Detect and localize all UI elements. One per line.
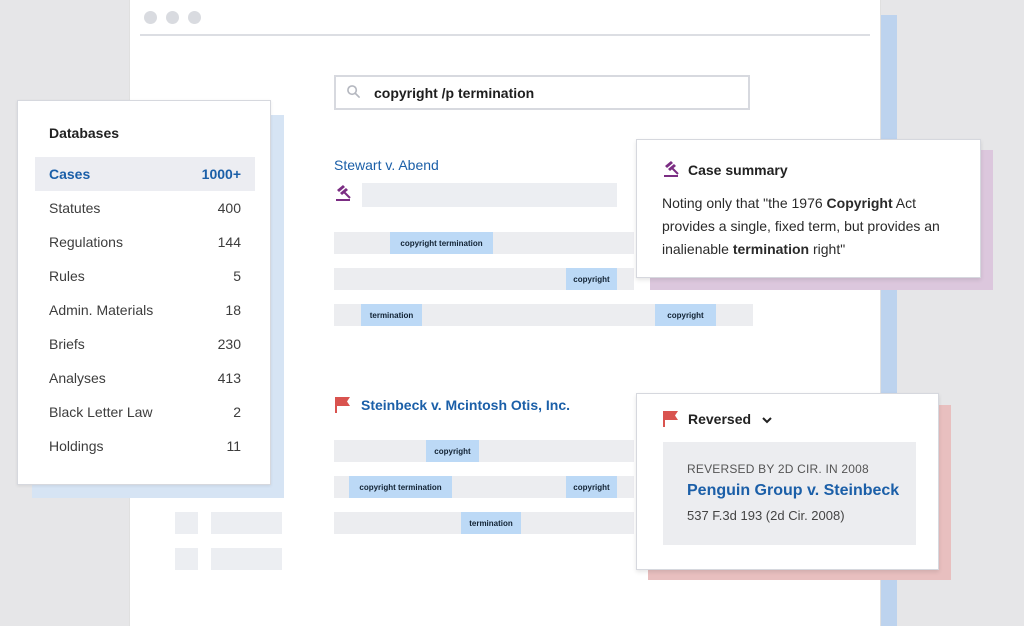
database-item-count: 2 [233, 404, 241, 420]
highlight-tag: copyright [566, 476, 617, 498]
database-item-black-letter-law[interactable]: Black Letter Law 2 [35, 395, 255, 429]
snippet-bar [334, 268, 634, 290]
reversed-popup: Reversed REVERSED BY 2D CIR. IN 2008 Pen… [636, 393, 939, 570]
result-title-stewart-v-abend[interactable]: Stewart v. Abend [334, 157, 439, 173]
result-snippet-placeholder [362, 183, 617, 207]
reversing-case-link[interactable]: Penguin Group v. Steinbeck [687, 482, 900, 499]
toolbar-divider [140, 34, 870, 36]
reversed-by-label: REVERSED BY 2D CIR. IN 2008 [687, 462, 869, 476]
case-summary-text: Noting only that "the 1976 Copyright Act… [662, 192, 967, 261]
database-item-label: Briefs [49, 336, 85, 352]
ghost-placeholder [211, 548, 282, 570]
database-item-analyses[interactable]: Analyses 413 [35, 361, 255, 395]
database-item-label: Analyses [49, 370, 106, 386]
ghost-placeholder [211, 512, 282, 534]
summary-text: Noting only that "the 1976 [662, 195, 827, 211]
reversing-case-citation: 537 F.3d 193 (2d Cir. 2008) [687, 508, 845, 523]
database-item-rules[interactable]: Rules 5 [35, 259, 255, 293]
database-item-label: Holdings [49, 438, 104, 454]
window-controls [144, 11, 201, 24]
result-title-steinbeck[interactable]: Steinbeck v. Mcintosh Otis, Inc. [361, 397, 571, 413]
window-dot-2[interactable] [166, 11, 179, 24]
highlight-tag: copyright [655, 304, 716, 326]
database-item-count: 11 [226, 438, 241, 454]
database-item-count: 1000+ [201, 166, 241, 182]
database-item-label: Admin. Materials [49, 302, 154, 318]
case-summary-popup: Case summary Noting only that "the 1976 … [636, 139, 981, 278]
database-item-holdings[interactable]: Holdings 11 [35, 429, 255, 463]
highlight-tag: copyright [426, 440, 479, 462]
window-dot-3[interactable] [188, 11, 201, 24]
database-item-label: Regulations [49, 234, 123, 250]
database-item-statutes[interactable]: Statutes 400 [35, 191, 255, 225]
chevron-down-icon[interactable] [761, 412, 773, 428]
databases-title: Databases [49, 125, 120, 141]
summary-highlight: termination [732, 241, 810, 257]
snippet-bar [334, 304, 753, 326]
highlight-tag: copyright [566, 268, 617, 290]
ghost-placeholder [175, 548, 198, 570]
case-summary-title: Case summary [688, 162, 788, 178]
highlight-tag: copyright termination [349, 476, 452, 498]
highlight-tag: termination [461, 512, 521, 534]
database-item-count: 400 [217, 200, 241, 216]
database-item-label: Rules [49, 268, 85, 284]
highlight-tag: copyright termination [390, 232, 493, 254]
summary-highlight: Copyright [826, 195, 893, 211]
red-flag-icon [663, 411, 678, 427]
snippet-bar [334, 440, 634, 462]
search-input[interactable] [374, 81, 734, 105]
database-item-count: 230 [217, 336, 241, 352]
search-box[interactable] [334, 75, 750, 110]
database-item-regulations[interactable]: Regulations 144 [35, 225, 255, 259]
gavel-icon [336, 185, 351, 201]
window-dot-1[interactable] [144, 11, 157, 24]
database-item-count: 413 [217, 370, 241, 386]
database-item-cases[interactable]: Cases 1000+ [35, 157, 255, 191]
reversed-status[interactable]: Reversed [688, 411, 752, 427]
database-item-label: Cases [49, 166, 91, 182]
databases-panel: Databases Cases 1000+ Statutes 400 Regul… [17, 100, 271, 485]
database-item-count: 18 [225, 302, 241, 318]
reversal-detail: REVERSED BY 2D CIR. IN 2008 Penguin Grou… [663, 442, 916, 545]
database-item-briefs[interactable]: Briefs 230 [35, 327, 255, 361]
summary-text: Act provides a single, fixed term, but p… [662, 195, 940, 257]
database-item-count: 5 [233, 268, 241, 284]
database-item-label: Black Letter Law [49, 404, 153, 420]
ghost-placeholder [175, 512, 198, 534]
database-item-count: 144 [217, 234, 241, 250]
summary-text: right" [809, 241, 846, 257]
highlight-tag: termination [361, 304, 422, 326]
database-item-label: Statutes [49, 200, 101, 216]
gavel-icon [664, 161, 679, 177]
red-flag-icon [335, 397, 350, 413]
search-icon [347, 85, 360, 98]
database-item-admin-materials[interactable]: Admin. Materials 18 [35, 293, 255, 327]
